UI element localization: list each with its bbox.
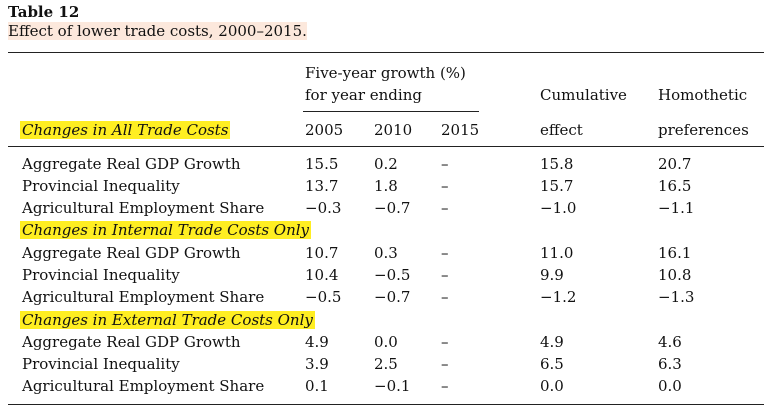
cell-homothetic: −1.3 — [658, 288, 695, 306]
cell-2015: – — [441, 377, 449, 395]
cell-2015: – — [441, 199, 449, 217]
cell-cumulative: 4.9 — [540, 333, 564, 351]
cell-cumulative: 15.7 — [540, 177, 574, 195]
row-label: Agricultural Employment Share — [22, 377, 265, 395]
section-title: Changes in All Trade Costs — [20, 121, 231, 139]
cell-2015: – — [441, 288, 449, 306]
bottom-rule — [8, 404, 764, 406]
section-title: Changes in External Trade Costs Only — [20, 311, 315, 329]
cell-2010: −0.5 — [374, 266, 411, 284]
cell-homothetic: 4.6 — [658, 333, 682, 351]
cell-2015: – — [441, 177, 449, 195]
cell-homothetic: 0.0 — [658, 377, 682, 395]
cell-2010: 1.8 — [374, 177, 398, 195]
cell-cumulative: −1.2 — [540, 288, 577, 306]
cell-2010: −0.7 — [374, 288, 411, 306]
cell-2015: – — [441, 266, 449, 284]
cell-2005: −0.5 — [305, 288, 342, 306]
cell-2015: – — [441, 333, 449, 351]
section-title: Changes in Internal Trade Costs Only — [20, 221, 312, 239]
header-subrule — [303, 111, 479, 112]
header-homothetic-line1: Homothetic — [658, 86, 748, 104]
row-label: Agricultural Employment Share — [22, 288, 265, 306]
cell-cumulative: 0.0 — [540, 377, 564, 395]
cell-cumulative: 11.0 — [540, 244, 574, 262]
header-group-line1: Five-year growth (%) — [305, 64, 466, 82]
cell-2005: 4.9 — [305, 333, 329, 351]
header-year-2005: 2005 — [305, 121, 344, 139]
table-caption: Effect of lower trade costs, 2000–2015. — [8, 22, 307, 40]
cell-homothetic: 6.3 — [658, 355, 682, 373]
cell-homothetic: 16.1 — [658, 244, 692, 262]
cell-2005: 0.1 — [305, 377, 329, 395]
header-rule — [8, 146, 764, 147]
cell-2010: −0.7 — [374, 199, 411, 217]
cell-2010: 0.2 — [374, 155, 398, 173]
table-title: Table 12 — [8, 3, 80, 21]
row-label: Aggregate Real GDP Growth — [22, 155, 241, 173]
cell-cumulative: 9.9 — [540, 266, 564, 284]
cell-homothetic: 20.7 — [658, 155, 692, 173]
cell-2005: 13.7 — [305, 177, 339, 195]
row-label: Provincial Inequality — [22, 177, 180, 195]
cell-homothetic: −1.1 — [658, 199, 695, 217]
cell-2010: 0.0 — [374, 333, 398, 351]
cell-2015: – — [441, 155, 449, 173]
cell-2015: – — [441, 244, 449, 262]
row-label: Provincial Inequality — [22, 266, 180, 284]
cell-cumulative: −1.0 — [540, 199, 577, 217]
cell-2005: 15.5 — [305, 155, 339, 173]
cell-cumulative: 6.5 — [540, 355, 564, 373]
cell-2015: – — [441, 355, 449, 373]
cell-homothetic: 16.5 — [658, 177, 692, 195]
cell-2005: 10.4 — [305, 266, 339, 284]
header-cumulative-line1: Cumulative — [540, 86, 627, 104]
cell-2005: −0.3 — [305, 199, 342, 217]
caption-text: Effect of lower trade costs, 2000–2015. — [8, 22, 307, 40]
cell-2005: 10.7 — [305, 244, 339, 262]
cell-homothetic: 10.8 — [658, 266, 692, 284]
top-rule — [8, 52, 764, 54]
row-label: Aggregate Real GDP Growth — [22, 244, 241, 262]
header-year-2010: 2010 — [374, 121, 413, 139]
cell-2010: −0.1 — [374, 377, 411, 395]
header-year-2015: 2015 — [441, 121, 480, 139]
cell-2005: 3.9 — [305, 355, 329, 373]
header-homothetic-line2: preferences — [658, 121, 749, 139]
header-cumulative-line2: effect — [540, 121, 583, 139]
cell-2010: 0.3 — [374, 244, 398, 262]
cell-cumulative: 15.8 — [540, 155, 574, 173]
row-label: Provincial Inequality — [22, 355, 180, 373]
row-label: Aggregate Real GDP Growth — [22, 333, 241, 351]
header-group-line2: for year ending — [305, 86, 422, 104]
row-label: Agricultural Employment Share — [22, 199, 265, 217]
cell-2010: 2.5 — [374, 355, 398, 373]
